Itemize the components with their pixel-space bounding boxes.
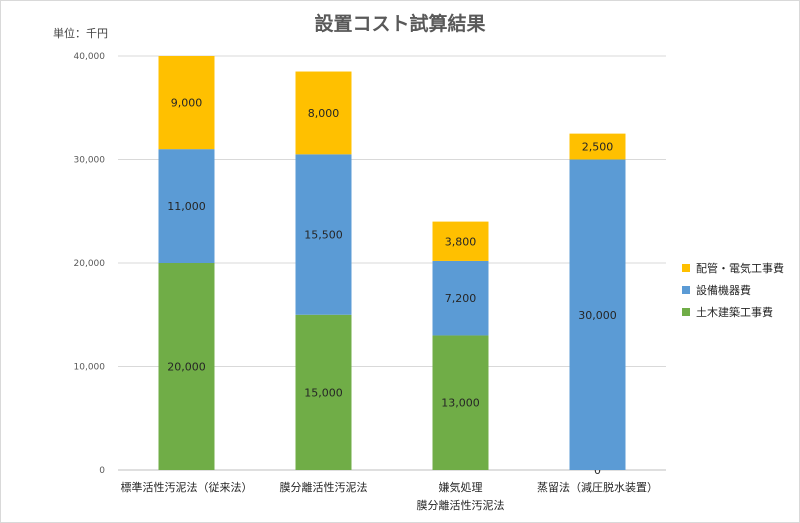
- legend-item: 設備機器費: [682, 279, 784, 301]
- legend-swatch: [682, 286, 690, 294]
- data-label: 2,500: [582, 141, 614, 154]
- y-tick-label: 0: [99, 466, 105, 476]
- y-tick-label: 40,000: [74, 52, 106, 62]
- x-category-label: 膜分離活性汚泥法: [280, 480, 368, 494]
- data-label: 9,000: [171, 97, 203, 110]
- data-label: 3,800: [445, 235, 477, 248]
- data-label: 8,000: [308, 107, 340, 120]
- chart-title: 設置コスト試算結果: [314, 13, 486, 35]
- data-label: 7,200: [445, 292, 477, 305]
- data-label: 30,000: [578, 309, 617, 322]
- data-label: 0: [594, 464, 601, 477]
- y-tick-label: 30,000: [74, 156, 106, 166]
- bar-segment: [432, 260, 489, 336]
- legend-swatch: [682, 308, 690, 316]
- bar-segment: [295, 71, 352, 155]
- bar-segment: [158, 56, 215, 150]
- legend-swatch: [682, 264, 690, 272]
- legend-item: 土木建築工事費: [682, 301, 784, 323]
- legend: 配管・電気工事費 設備機器費土木建築工事費: [682, 257, 784, 323]
- legend-label: 配管・電気工事費: [696, 262, 784, 275]
- legend-item: 配管・電気工事費: [682, 257, 784, 279]
- data-label: 11,000: [167, 200, 206, 213]
- bar-segment: [569, 133, 626, 160]
- data-label: 15,500: [304, 229, 343, 242]
- bar-segment: [295, 154, 352, 315]
- x-category-label: 標準活性汚泥法（従来法）: [121, 480, 253, 494]
- bar-segment: [158, 263, 215, 470]
- data-label: 20,000: [167, 361, 206, 374]
- x-category-label: 嫌気処理: [439, 480, 483, 494]
- x-category-label: 膜分離活性汚泥法: [417, 498, 505, 512]
- unit-label: 単位：千円: [53, 27, 108, 40]
- y-tick-label: 20,000: [74, 259, 106, 269]
- bar-segment: [295, 314, 352, 470]
- bar-segment: [569, 159, 626, 470]
- bar-segment: [432, 221, 489, 261]
- legend-label: 土木建築工事費: [696, 306, 773, 319]
- data-label: 15,000: [304, 386, 343, 399]
- data-label: 13,000: [441, 397, 480, 410]
- legend-label: 設備機器費: [696, 284, 751, 297]
- bar-segment: [432, 335, 489, 470]
- x-category-label: 蒸留法（減圧脱水装置）: [537, 480, 658, 494]
- bar-segment: [158, 149, 215, 263]
- y-tick-label: 10,000: [74, 363, 106, 373]
